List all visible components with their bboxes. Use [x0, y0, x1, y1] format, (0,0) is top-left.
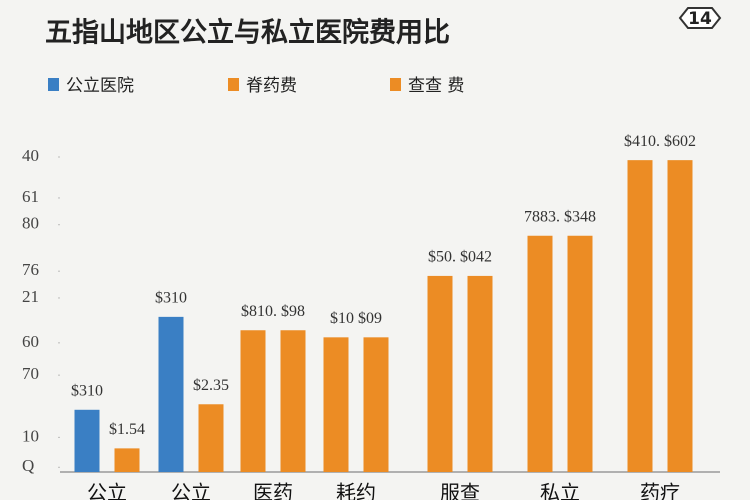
badge: 14 — [688, 9, 712, 29]
bar — [198, 404, 224, 472]
legend-label: 查查 费 — [408, 76, 464, 96]
y-tick-label: Q — [22, 456, 34, 475]
bar — [627, 160, 653, 472]
y-tick-label: 61 — [22, 187, 39, 206]
y-tick-label: 70 — [22, 364, 39, 383]
bar — [240, 330, 266, 472]
y-tick-label: 40 — [22, 146, 39, 165]
legend-label: 公立医院 — [66, 76, 134, 96]
bar — [467, 275, 493, 472]
legend-label: 脊药费 — [246, 76, 297, 96]
bar — [567, 235, 593, 472]
y-tick-label: 76 — [22, 260, 39, 279]
bar — [667, 160, 693, 472]
legend-swatch — [390, 78, 401, 91]
data-label: $310 — [155, 290, 187, 307]
x-tick-label: 服查 — [440, 481, 480, 500]
data-label: 7883. $348 — [524, 208, 596, 225]
legend-swatch — [228, 78, 239, 91]
x-tick-label: 耗约 — [336, 481, 376, 500]
data-label: $810. $98 — [241, 303, 305, 320]
bar — [158, 316, 184, 472]
x-tick-label: 公立 — [87, 481, 127, 500]
bar — [363, 337, 389, 472]
bar — [280, 330, 306, 472]
bar — [527, 235, 553, 472]
bar — [114, 448, 140, 472]
bar — [427, 275, 453, 472]
y-tick-label: 21 — [22, 287, 39, 306]
x-tick-label: 医药 — [253, 481, 293, 500]
y-tick-label: 80 — [22, 214, 39, 233]
badge-frame — [678, 7, 722, 29]
y-tick-label: 10 — [22, 426, 39, 445]
legend-swatch — [48, 78, 59, 91]
x-tick-label: 公立 — [171, 481, 211, 500]
data-label: $1.54 — [109, 421, 145, 438]
data-label: $50. $042 — [428, 249, 492, 266]
bar — [74, 409, 100, 472]
y-tick-label: 60 — [22, 332, 39, 351]
x-tick-label: 药疗 — [640, 481, 680, 500]
x-tick-label: 私立 — [540, 481, 580, 500]
bar — [323, 337, 349, 472]
data-label: $310 — [71, 382, 103, 399]
data-label: $410. $602 — [624, 133, 696, 150]
data-label: $10 $09 — [330, 310, 382, 327]
data-label: $2.35 — [193, 377, 229, 394]
chart-title: 五指山地区公立与私立医院费用比 — [45, 17, 450, 49]
